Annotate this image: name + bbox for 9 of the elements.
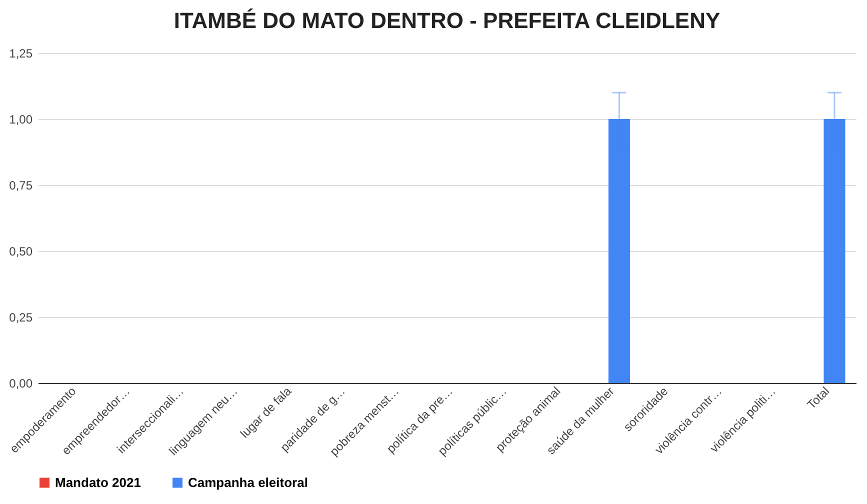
y-tick-label: 1,25	[9, 46, 33, 60]
chart-title: ITAMBÉ DO MATO DENTRO - PREFEITA CLEIDLENY	[174, 8, 720, 33]
y-tick-label: 0,75	[9, 178, 33, 192]
y-tick-label: 1,00	[9, 112, 33, 126]
legend-label: Mandato 2021	[55, 474, 141, 490]
y-tick-label: 0,50	[9, 244, 33, 258]
y-tick-label: 0,00	[9, 376, 33, 390]
y-tick-label: 0,25	[9, 310, 33, 324]
legend-label: Campanha eleitoral	[188, 474, 308, 490]
